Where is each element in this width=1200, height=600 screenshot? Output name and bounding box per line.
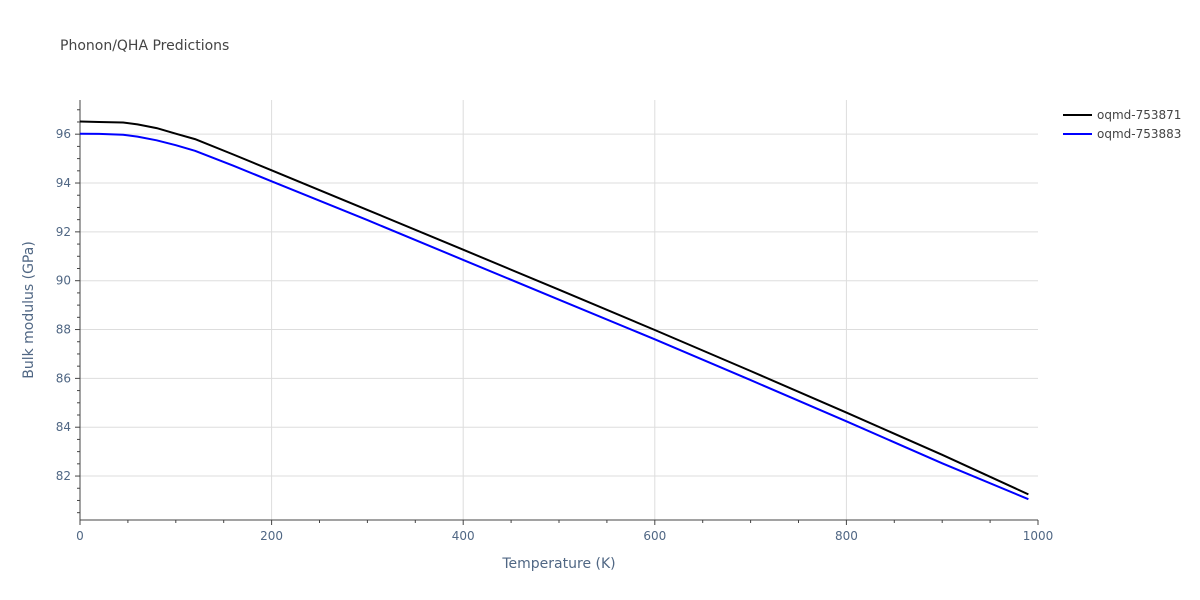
y-axis-title: Bulk modulus (GPa): [21, 241, 37, 379]
x-axis-title: Temperature (K): [501, 556, 615, 572]
x-tick-label: 400: [452, 529, 475, 543]
y-tick-label: 82: [56, 469, 71, 483]
chart-title: Phonon/QHA Predictions: [60, 38, 229, 54]
y-tick-label: 92: [56, 225, 71, 239]
y-tick-label: 96: [56, 127, 71, 141]
axes: 0 200 400 600 800 1000 82 84 86 88 90 92 94 96: [56, 100, 1054, 543]
y-tick-label: 84: [56, 420, 71, 434]
x-tick-label: 0: [76, 529, 84, 543]
y-tick-label: 88: [56, 323, 71, 337]
x-tick-label: 600: [643, 529, 666, 543]
x-tick-label: 800: [835, 529, 858, 543]
legend-label: oqmd-753883: [1097, 127, 1181, 141]
y-tick-label: 86: [56, 371, 71, 385]
y-tick-label: 90: [56, 274, 71, 288]
series-line-oqmd-753883: [79, 132, 1029, 501]
x-tick-label: 1000: [1023, 529, 1054, 543]
grid: [80, 100, 1038, 520]
legend: oqmd-753871 oqmd-753883: [1063, 108, 1181, 141]
plot-area: [79, 120, 1029, 501]
y-tick-label: 94: [56, 176, 71, 190]
x-tick-label: 200: [260, 529, 283, 543]
series-line-oqmd-753871: [79, 120, 1029, 496]
legend-label: oqmd-753871: [1097, 108, 1181, 122]
